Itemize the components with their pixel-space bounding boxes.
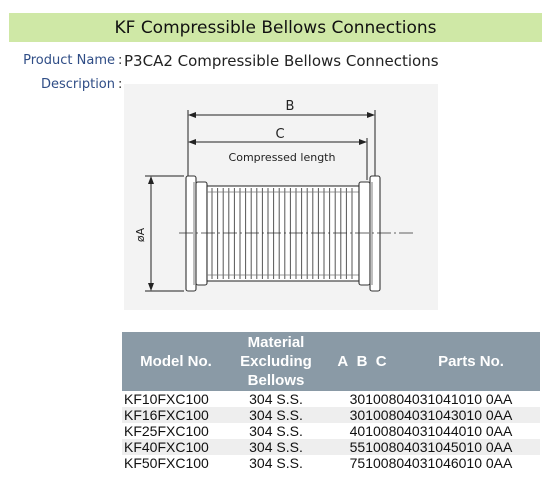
bellows-body [206,185,360,282]
cell-material: 304 S.S. [249,455,303,471]
cell-material: 304 S.S. [230,407,322,423]
table-row: KF40FXC100 304 S.S. 55100804031045010 0A… [122,439,540,455]
header-material-line2: Excluding [240,353,312,370]
right-flange [358,175,381,292]
cell-abc-parts: 55100804031045010 0AA [322,439,540,455]
header-model: Model No. [122,332,230,391]
header-a: A [337,353,349,370]
page-title: KF Compressible Bellows Connections [9,13,542,42]
description-separator: : [118,77,123,92]
cell-abc-parts: 40100804031044010 0AA [349,423,513,439]
product-name-value: P3CA2 Compressible Bellows Connections [124,52,439,70]
cell-abc-parts: 30100804031043010 0AA [322,407,540,423]
table-header-row: Model No. Material Excluding Bellows A B… [122,332,540,391]
cell-abc-parts: 30100804031041010 0AA [349,391,513,407]
label-b: B [286,99,295,114]
cell-model: KF10FXC100 [124,391,209,407]
header-material-line3: Bellows [247,372,305,389]
table-row: KF25FXC100 304 S.S. 40100804031044010 0A… [122,423,540,439]
product-name-label: Product Name [23,53,115,68]
label-diameter-a: øA [134,227,147,242]
description-label: Description [40,77,115,92]
cell-model: KF50FXC100 [124,455,209,471]
product-name-separator: : [118,53,123,68]
header-c: C [375,353,387,370]
cell-material: 304 S.S. [249,391,303,407]
table-row: KF16FXC100 304 S.S. 30100804031043010 0A… [122,407,540,423]
bellows-technical-drawing: B C Compressed length øA [124,84,438,310]
compressed-length-label: Compressed length [229,151,336,164]
table-row: KF50FXC100 304 S.S. 75100804031046010 0A… [122,455,540,471]
left-flange [185,175,208,292]
dimension-a [145,175,184,292]
dimension-b [187,110,376,180]
header-parts: Parts No. [402,332,540,391]
dimension-c [188,138,368,180]
cell-model: KF40FXC100 [122,439,230,455]
header-material: Material Excluding Bellows [230,332,322,391]
cell-model: KF16FXC100 [122,407,230,423]
label-c: C [275,127,284,142]
cell-material: 304 S.S. [249,423,303,439]
cell-model: KF25FXC100 [124,423,209,439]
header-material-line1: Material [247,334,305,351]
cell-abc-parts: 75100804031046010 0AA [349,455,513,471]
header-b: B [356,353,368,370]
parts-table: Model No. Material Excluding Bellows A B… [122,332,540,471]
table-row: KF10FXC100 304 S.S. 30100804031041010 0A… [122,391,540,407]
header-abc: A B C [322,332,402,391]
cell-material: 304 S.S. [230,439,322,455]
